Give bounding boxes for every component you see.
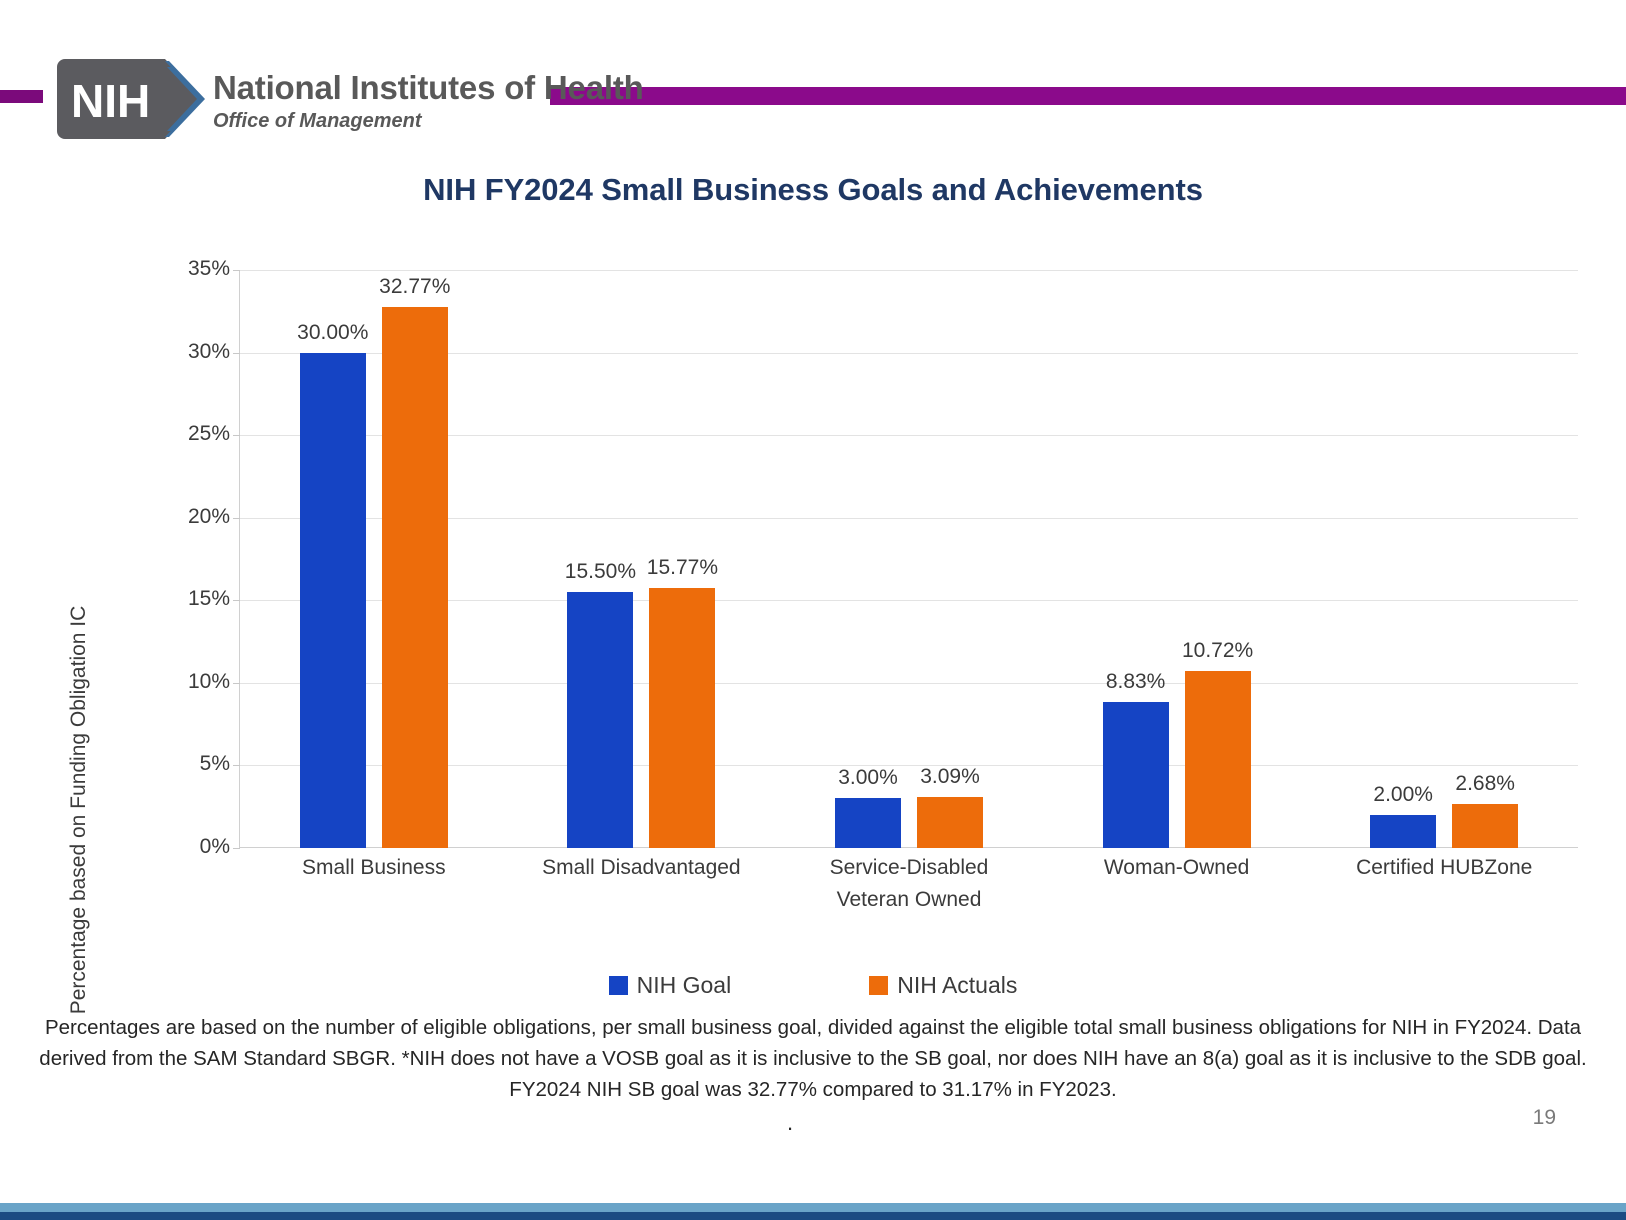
chart-legend: NIH Goal NIH Actuals [0, 972, 1626, 999]
y-axis-tick-mark [233, 682, 240, 684]
footer-bar-navy [0, 1212, 1626, 1220]
y-axis-tick-mark [233, 352, 240, 354]
y-axis-tick-label: 10% [187, 669, 230, 693]
bar-value-label: 2.00% [1373, 782, 1433, 806]
gridline [240, 270, 1578, 271]
legend-label: NIH Goal [636, 972, 732, 998]
gridline [240, 352, 1578, 354]
legend-item[interactable]: NIH Goal [608, 972, 732, 999]
gridline [240, 435, 1578, 437]
chart-title: NIH FY2024 Small Business Goals and Achi… [423, 172, 1203, 207]
x-axis-tick-label: Small Disadvantaged [542, 856, 741, 879]
bar-value-label: 30.00% [297, 320, 369, 344]
y-axis-tick-label: 25% [187, 422, 230, 446]
bar-goal[interactable] [835, 798, 901, 848]
bar-actual[interactable] [1452, 803, 1519, 848]
gridline [240, 765, 1578, 767]
gridline [240, 682, 1578, 684]
legend-item[interactable]: NIH Actuals [869, 972, 1017, 999]
bar-actual[interactable] [917, 796, 983, 848]
bar-value-label: 8.83% [1105, 670, 1166, 694]
y-axis-tick-label: 35% [187, 257, 230, 280]
bar-value-label: 32.77% [379, 274, 451, 298]
gridline [240, 600, 1578, 602]
bar-goal[interactable] [567, 592, 634, 848]
svg-text:NIH: NIH [71, 75, 150, 127]
bar-goal[interactable] [299, 352, 366, 848]
legend-square-icon [608, 976, 628, 995]
y-axis-tick-mark [233, 517, 240, 519]
purple-accent-rule-right [550, 87, 1626, 105]
bar-value-label: 2.68% [1455, 771, 1515, 795]
bar-value-label: 10.72% [1181, 638, 1254, 662]
nih-logo-line2: Office of Management [213, 110, 422, 132]
y-axis-tick-mark [233, 270, 240, 271]
bar-value-label: 15.77% [646, 555, 718, 579]
y-axis-tick-label: 5% [199, 752, 230, 776]
y-axis-tick-mark [233, 848, 240, 849]
footnote-trailing-dot: . [786, 1110, 794, 1135]
plot-area: 35% 30% 25% 20% 15% 10% 5% 0% 30.00% 32.77% 15.50… [188, 257, 1578, 911]
x-axis-tick-label: Service-Disabled Veteran Owned [829, 856, 989, 911]
bar-actual[interactable] [381, 306, 448, 848]
bar-value-label: 15.50% [564, 560, 636, 584]
y-axis-line [239, 270, 240, 848]
legend-square-icon [869, 976, 889, 995]
x-axis-tick-label: Small Business [302, 856, 446, 879]
legend-label: NIH Actuals [897, 972, 1018, 998]
bar-actual[interactable] [1184, 670, 1251, 848]
purple-accent-stub-left [0, 90, 43, 103]
bar-goal[interactable] [1102, 702, 1169, 848]
y-axis-tick-label: 15% [187, 587, 230, 611]
x-axis-tick-label: Certified HUBZone [1356, 856, 1533, 879]
slide-number: 19 [1532, 1106, 1556, 1129]
bar-value-label: 3.09% [920, 764, 980, 788]
y-axis-tick-label: 20% [187, 504, 230, 528]
y-axis-tick-mark [233, 600, 240, 602]
nih-logo-wordmark: National Institutes of Health Office of … [213, 68, 644, 134]
gridline [240, 517, 1578, 519]
nih-logo-line1: National Institutes of Health [213, 69, 644, 106]
x-axis-tick-label: Woman-Owned [1103, 856, 1250, 879]
y-axis-tick-label: 30% [187, 339, 230, 363]
y-axis-tick-mark [233, 435, 240, 437]
y-axis-tick-mark [233, 765, 240, 767]
x-axis-line [240, 847, 1578, 848]
slide-header: NIH National Institutes of Health Office… [0, 0, 1626, 160]
bar-chart: Percentage based on Funding Obligation I… [0, 250, 1626, 1014]
bar-actual[interactable] [649, 587, 716, 848]
bar-value-label: 3.00% [838, 766, 898, 790]
nih-logo-icon: NIH [57, 59, 209, 139]
bar-goal[interactable] [1370, 814, 1437, 848]
footer-bar-teal [0, 1203, 1626, 1212]
y-axis-tick-label: 0% [199, 835, 230, 858]
footnote-text: Percentages are based on the number of e… [39, 1016, 1587, 1101]
